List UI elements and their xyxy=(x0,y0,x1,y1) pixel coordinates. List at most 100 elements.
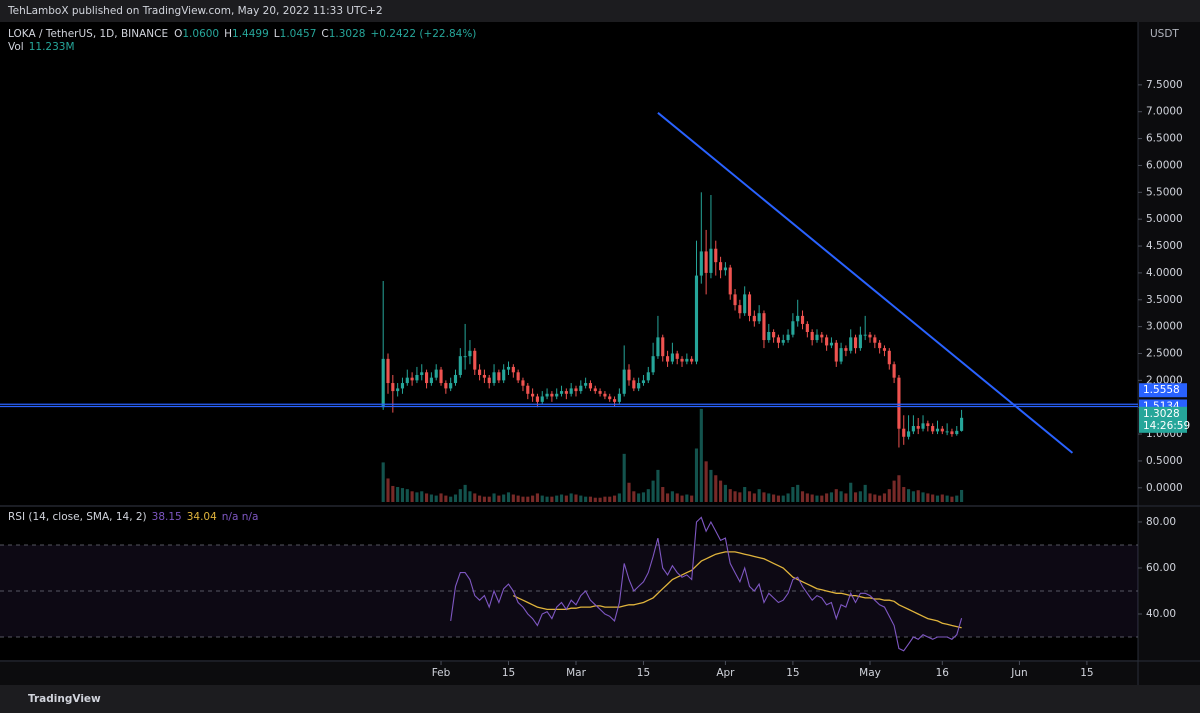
candle-body xyxy=(853,337,858,349)
candle-body xyxy=(386,358,390,384)
legend: LOKA / TetherUS, 1D, BINANCE O1.0600 H1.44… xyxy=(8,28,476,40)
symbol: LOKA / TetherUS, 1D, BINANCE xyxy=(8,28,168,40)
volume-bar xyxy=(540,495,544,502)
volume-bar xyxy=(502,494,506,502)
rsi-y-tick-label: 40.00 xyxy=(1146,608,1176,620)
volume-bar xyxy=(776,495,780,502)
volume-value: 11.233M xyxy=(29,41,75,53)
candle-body xyxy=(588,383,593,389)
candle-body xyxy=(434,369,438,378)
volume-bar xyxy=(656,469,660,502)
candle-body xyxy=(381,358,385,408)
rsi-last: 38.15 xyxy=(152,511,182,523)
candle-body xyxy=(410,377,414,381)
volume-bar xyxy=(449,496,453,502)
candle-body xyxy=(791,321,795,335)
candle-body xyxy=(834,342,838,362)
volume-bar xyxy=(521,496,525,502)
volume-bar xyxy=(381,462,385,502)
volume-bar xyxy=(588,496,593,502)
volume-bar xyxy=(733,491,737,502)
volume-bar xyxy=(858,491,862,502)
candle-body xyxy=(526,385,530,394)
volume-bar xyxy=(911,491,915,502)
volume-bar xyxy=(868,493,872,502)
candle-body xyxy=(400,383,405,389)
candle-body xyxy=(844,348,848,351)
candle-body xyxy=(506,366,511,370)
x-tick-label: May xyxy=(859,667,881,679)
candle-body xyxy=(444,383,448,389)
volume-bar xyxy=(550,496,554,502)
candle-body xyxy=(752,315,756,322)
candle-body xyxy=(878,342,882,349)
candle-body xyxy=(439,369,443,384)
candle-body xyxy=(738,305,742,314)
volume-bar xyxy=(955,495,959,502)
y-tick-label: 3.0000 xyxy=(1146,321,1183,333)
candle-body xyxy=(873,337,877,343)
volume-bar xyxy=(463,484,467,502)
volume-bar xyxy=(694,448,699,502)
volume-bar xyxy=(762,492,766,502)
volume-bar xyxy=(723,484,727,502)
candle-body xyxy=(723,267,727,271)
volume-bar xyxy=(473,493,477,502)
header-text: TehLamboX published on TradingView.com, … xyxy=(7,5,383,17)
volume-bar xyxy=(950,496,954,502)
y-tick-label: 2.5000 xyxy=(1146,347,1183,359)
volume-bar xyxy=(960,489,964,502)
x-tick-label: Apr xyxy=(716,667,735,679)
candle-body xyxy=(699,251,703,276)
rsi-y-tick-label: 80.00 xyxy=(1146,516,1176,528)
ohlc-key: L xyxy=(274,28,280,40)
volume-bar xyxy=(603,496,607,502)
volume-bar xyxy=(728,489,732,502)
candle-body xyxy=(463,356,467,358)
candle-body xyxy=(670,353,674,362)
volume-bar xyxy=(608,496,612,502)
x-tick-label: 15 xyxy=(502,667,515,679)
volume-bar xyxy=(453,494,458,502)
candle-body xyxy=(550,393,554,397)
candle-body xyxy=(478,369,482,375)
volume-bar xyxy=(931,494,935,502)
volume-bar xyxy=(434,495,438,502)
x-tick-label: Mar xyxy=(566,667,586,679)
candle-body xyxy=(825,337,829,346)
price-pane xyxy=(0,22,1138,505)
y-axis-label: USDT xyxy=(1150,28,1179,40)
volume-bar xyxy=(391,485,395,502)
volume-bar xyxy=(796,484,800,502)
candle-body xyxy=(945,431,949,433)
x-tick-label: Jun xyxy=(1010,667,1027,679)
candle-body xyxy=(608,396,612,400)
volume-bar xyxy=(564,495,568,502)
volume-bar xyxy=(887,489,891,502)
candle-body xyxy=(926,423,930,427)
candle-body xyxy=(757,313,761,322)
y-tick-label: 7.5000 xyxy=(1146,79,1183,91)
candle-body xyxy=(950,431,954,435)
countdown: 14:26:59 xyxy=(1143,420,1190,432)
candle-body xyxy=(449,383,453,389)
candle-body xyxy=(762,313,766,341)
volume-bar xyxy=(878,495,882,502)
volume-bar xyxy=(815,495,819,502)
ohlc-value: 1.3028 xyxy=(329,28,366,40)
y-tick-label: 0.5000 xyxy=(1146,455,1183,467)
candle-body xyxy=(868,334,872,338)
candle-body xyxy=(482,374,486,378)
y-tick-label: 5.5000 xyxy=(1146,186,1183,198)
volume-bar xyxy=(482,496,486,502)
volume-bar xyxy=(574,494,578,502)
volume-bar xyxy=(666,493,670,502)
volume-bar xyxy=(617,493,621,502)
volume-bar xyxy=(752,493,756,502)
candle-body xyxy=(743,294,747,314)
volume-bar xyxy=(945,495,949,502)
volume-bar xyxy=(825,493,829,502)
y-tick-label: 0.0000 xyxy=(1146,482,1183,494)
volume-bar xyxy=(834,489,838,502)
